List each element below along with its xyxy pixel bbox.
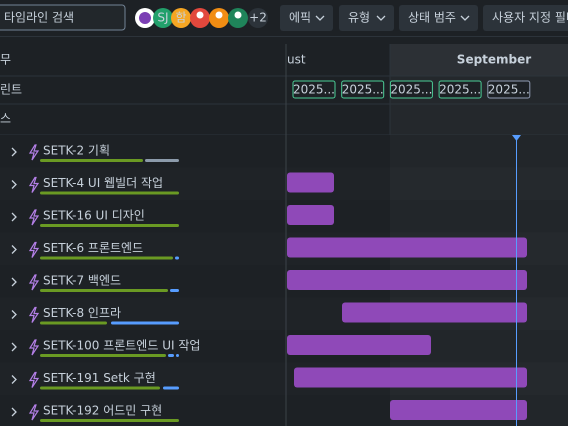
avatar-initials: 함 [175, 11, 186, 25]
sprint-chip-label: 2025... [488, 83, 530, 97]
progress-segment [40, 256, 173, 260]
progress-segment [40, 289, 168, 292]
timeline-bar[interactable] [287, 335, 431, 355]
timeline-bar[interactable] [390, 400, 527, 420]
filters: 에픽 유형 상태 범주 사용자 지정 필터 [280, 5, 568, 31]
epic-icon [28, 274, 40, 291]
progress-segment [145, 159, 179, 162]
issue-title[interactable]: SETK-6 프론트엔드 [43, 241, 143, 255]
progress-segment [111, 321, 179, 325]
row-bg-month [390, 167, 568, 200]
issue-rows: SETK-2 기획 SETK-4 UI 웹빌더 작업 SETK-16 UI 디자인 S… [0, 135, 568, 426]
timeline-bar[interactable] [287, 237, 527, 258]
expand-icon[interactable] [11, 245, 17, 254]
progress-segment [40, 386, 160, 390]
dropdown-icon [315, 15, 325, 21]
progress-segment [170, 289, 179, 292]
avatar-logo [139, 12, 151, 24]
issue-title[interactable]: SETK-16 UI 디자인 [43, 209, 145, 223]
epic-icon [28, 144, 40, 161]
avatar[interactable] [153, 8, 173, 28]
epic-icon [28, 241, 40, 258]
sprint-chip[interactable] [292, 80, 336, 99]
sprint-chip[interactable] [438, 80, 482, 99]
issue-title[interactable]: SETK-191 Setk 구현 [43, 371, 156, 385]
month-label: September [457, 53, 531, 67]
progress-segment [40, 224, 179, 227]
release-label: 스 [0, 112, 11, 126]
progress-segment [168, 354, 174, 357]
progress-segment [40, 419, 179, 422]
sprint-chip-label: 2025... [390, 83, 432, 97]
expand-icon[interactable] [11, 147, 17, 157]
month-header-highlight [390, 44, 568, 76]
sprint-chip-label: 2025... [342, 83, 384, 97]
filter-button[interactable] [399, 5, 478, 31]
filter-label: 사용자 지정 필터 [492, 11, 568, 25]
avatar-more-count: +2 [249, 11, 267, 25]
month-label: ust [287, 53, 306, 67]
progress-segment [40, 191, 179, 195]
issue-title[interactable]: SETK-8 인프라 [43, 306, 121, 320]
progress-segment [40, 321, 107, 325]
dropdown-icon [460, 15, 470, 21]
avatar-more[interactable] [248, 8, 268, 28]
filter-button[interactable] [483, 5, 568, 31]
progress-segment [40, 159, 143, 162]
avatar-icon [196, 11, 204, 19]
expand-icon[interactable] [11, 310, 17, 319]
sprint-chip[interactable] [341, 80, 385, 99]
search-box[interactable] [0, 4, 126, 31]
filter-button[interactable] [280, 5, 333, 31]
epic-icon [28, 339, 40, 356]
progress-segment [175, 256, 179, 260]
issue-title[interactable]: SETK-2 기획 [43, 144, 110, 158]
expand-icon[interactable] [11, 180, 17, 189]
expand-icon[interactable] [11, 407, 17, 417]
epic-icon [28, 209, 40, 226]
issue-title[interactable]: SETK-192 어드민 구현 [43, 404, 162, 418]
filter-button[interactable] [339, 5, 394, 31]
timeline-bar[interactable] [342, 302, 527, 323]
timeline-bar[interactable] [287, 172, 334, 193]
progress-segment [163, 386, 179, 390]
sprint-chip[interactable] [487, 80, 531, 99]
epic-icon [28, 371, 40, 388]
expand-icon[interactable] [11, 212, 17, 222]
avatar-initials: SJ [157, 11, 168, 25]
timeline-bar[interactable] [294, 367, 527, 388]
filter-label: 상태 범주 [408, 11, 456, 25]
expand-icon[interactable] [11, 375, 17, 384]
epic-icon [28, 306, 40, 323]
sprint-chip-label: 2025... [439, 83, 481, 97]
progress-segment [40, 354, 166, 357]
today-marker [512, 135, 521, 141]
filter-label: 유형 [348, 11, 370, 25]
avatar-icon [215, 11, 223, 19]
header-label: 무 [0, 53, 11, 67]
avatar-icon [234, 11, 242, 19]
issue-title[interactable]: SETK-4 UI 웹빌더 작업 [43, 176, 163, 190]
issue-title[interactable]: SETK-7 백엔드 [43, 274, 121, 288]
search-placeholder: 타임라인 검색 [4, 11, 74, 25]
sprint-label: 린트 [0, 83, 22, 97]
issue-title[interactable]: SETK-100 프론트엔드 UI 작업 [43, 339, 200, 353]
dropdown-icon [376, 15, 386, 21]
epic-icon [28, 404, 40, 421]
expand-icon[interactable] [11, 277, 17, 287]
divider [0, 36, 568, 37]
row-bg-month [390, 200, 568, 233]
sprint-chip-label: 2025... [293, 83, 335, 97]
filter-label: 에픽 [289, 11, 311, 25]
timeline-bar[interactable] [287, 270, 527, 290]
expand-icon[interactable] [11, 342, 17, 352]
timeline-bar[interactable] [287, 205, 334, 225]
row-bg-month [390, 135, 568, 168]
progress-segment [176, 354, 179, 357]
epic-icon [28, 176, 40, 193]
avatar[interactable] [171, 8, 191, 28]
sprint-chip[interactable] [389, 80, 433, 99]
